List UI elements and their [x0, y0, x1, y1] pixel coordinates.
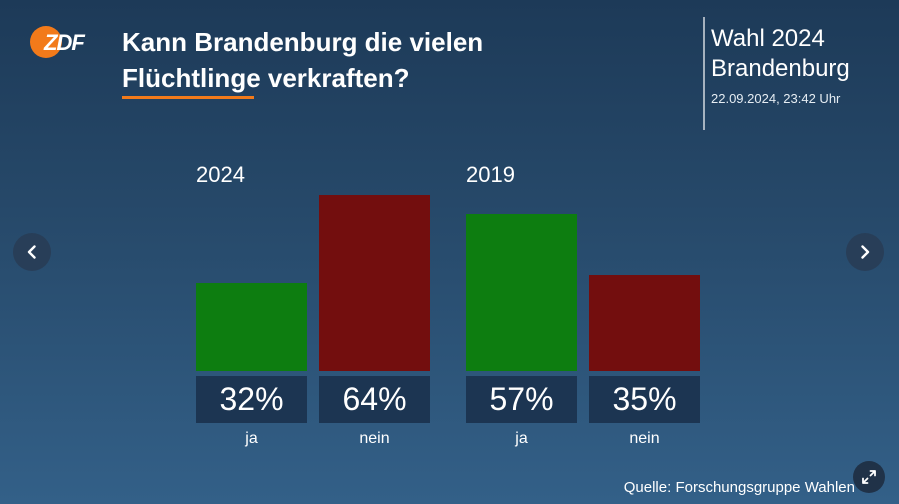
expand-button[interactable]	[853, 461, 885, 493]
header-divider	[703, 17, 705, 130]
timestamp: 22.09.2024, 23:42 Uhr	[711, 91, 841, 106]
category-label-ja: ja	[245, 430, 258, 447]
value-label-2024-nein: 64%	[319, 376, 430, 423]
bar-2019-nein	[589, 274, 700, 371]
logo-text: ZDF	[44, 30, 85, 55]
value-label-2024-ja: 32%	[196, 376, 307, 423]
election-label: Wahl 2024 Brandenburg	[711, 24, 850, 84]
expand-icon	[862, 470, 876, 484]
category-label-nein: nein	[359, 430, 390, 447]
logo-circle	[30, 26, 62, 58]
previous-button[interactable]	[13, 233, 51, 271]
category-label-ja: ja	[515, 430, 528, 447]
group-label-2024: 2024	[196, 162, 245, 187]
bar-2019-ja	[466, 214, 577, 371]
title-line-2: Flüchtlinge verkraften?	[122, 63, 410, 93]
category-label-nein: nein	[629, 430, 660, 447]
group-label-2019: 2019	[466, 162, 515, 187]
title-underline	[122, 96, 254, 99]
page-title: Kann Brandenburg die vielen Flüchtlinge …	[122, 24, 682, 96]
title-line-1: Kann Brandenburg die vielen	[122, 27, 484, 57]
chevron-right-icon	[861, 245, 870, 259]
chevron-left-icon	[27, 245, 36, 259]
election-line-2: Brandenburg	[711, 55, 850, 82]
zdf-logo: ZDF	[30, 26, 94, 58]
bar-2024-nein	[319, 195, 430, 371]
value-label-2019-ja: 57%	[466, 376, 577, 423]
value-label-2019-nein: 35%	[589, 376, 700, 423]
next-button[interactable]	[846, 233, 884, 271]
source-note: Quelle: Forschungsgruppe Wahlen	[623, 479, 855, 496]
bar-2024-ja	[196, 283, 307, 371]
election-line-1: Wahl 2024	[711, 25, 825, 52]
